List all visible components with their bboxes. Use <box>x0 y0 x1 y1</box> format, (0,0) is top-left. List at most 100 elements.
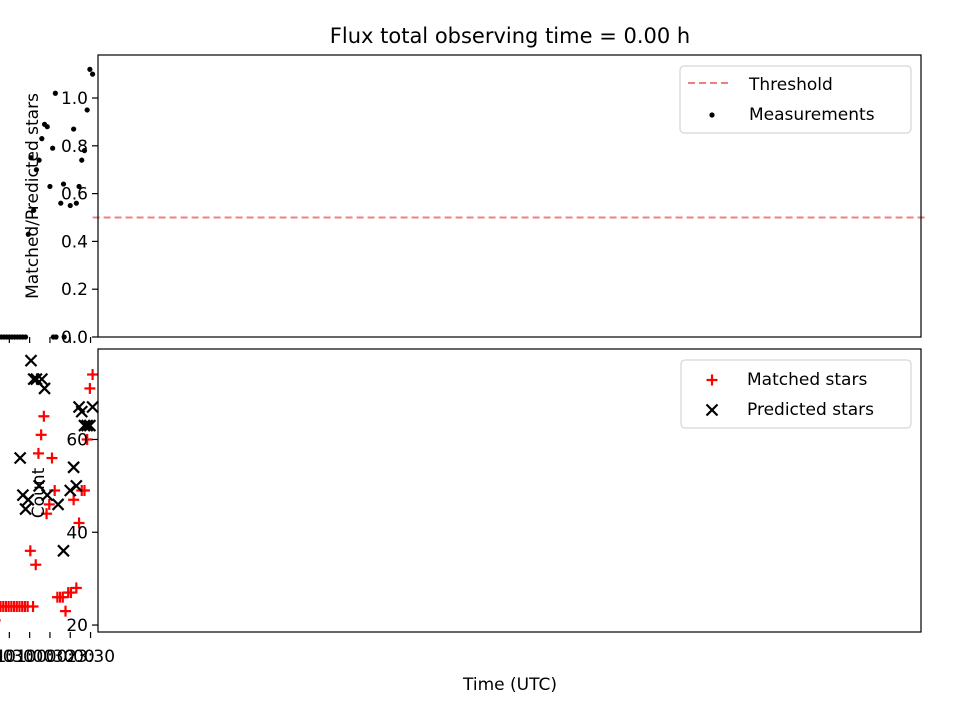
measurement-point <box>73 200 79 206</box>
predicted-point-b <box>72 400 86 414</box>
predicted-point-b <box>51 498 65 511</box>
predicted-point <box>27 372 40 386</box>
x-tick-label: 01:30 <box>0 647 34 667</box>
top-y-tick-label: 0.4 <box>61 232 88 252</box>
x-tick-label: 00:30 <box>25 647 74 667</box>
predicted-point-b <box>30 372 43 386</box>
matched-legend-marker <box>706 374 718 386</box>
measurement-point <box>81 147 88 154</box>
predicted-point <box>80 419 94 432</box>
matched-point <box>51 591 63 603</box>
measurement-point <box>76 183 82 190</box>
predicted-point-b <box>83 419 97 432</box>
measurement-point <box>60 181 67 187</box>
predicted-legend-label: Predicted stars <box>747 400 874 420</box>
predicted-point <box>51 498 65 511</box>
predicted-point-b <box>32 479 46 493</box>
measurement-point <box>36 157 42 163</box>
measurement-point <box>0 334 2 340</box>
measurement-point <box>50 145 56 151</box>
matched-point <box>68 494 80 506</box>
matched-point <box>84 382 96 394</box>
predicted-point <box>63 484 77 497</box>
predicted-point-b <box>63 484 77 497</box>
predicted-point-b <box>27 372 40 386</box>
measurement-point <box>28 155 34 161</box>
matched-point <box>41 508 53 520</box>
measurement-point <box>87 66 93 72</box>
predicted-point <box>24 354 38 367</box>
predicted-legend-glyph-b <box>705 403 719 417</box>
x-tick-label: 00:00 <box>46 647 95 667</box>
predicted-point <box>72 400 86 414</box>
predicted-point <box>57 544 70 558</box>
predicted-point <box>13 451 27 465</box>
bottom-plot-marks <box>0 354 99 622</box>
predicted-point-b <box>16 488 30 502</box>
top-axes: 0.0 0.2 0.4 0.6 0.8 1.0 Matched/Predicted sta… <box>0 54 927 348</box>
measurements-legend-marker <box>709 112 715 118</box>
predicted-point-b <box>67 461 80 474</box>
top-y-tick-label: 0.2 <box>61 280 88 300</box>
measurement-point <box>61 334 67 340</box>
x-tick-label: 23:30 <box>66 647 115 667</box>
bottom-y-tick-label: 20 <box>66 616 88 636</box>
top-legend: Threshold Measurements <box>679 65 912 134</box>
top-y-tick-label: 0.8 <box>61 137 88 157</box>
top-y-axis-label: Matched/Predicted stars <box>23 93 43 299</box>
top-y-ticks: 0.0 0.2 0.4 0.6 0.8 1.0 <box>61 89 98 348</box>
matched-point <box>43 498 55 510</box>
measurement-point <box>39 136 45 142</box>
top-plot-marks <box>0 66 927 340</box>
chart-title: Flux total observing time = 0.00 h <box>330 24 690 48</box>
predicted-point <box>32 479 46 493</box>
matched-point <box>60 605 72 617</box>
matched-legend-glyph <box>706 374 718 386</box>
measurement-point <box>58 200 64 206</box>
bottom-y-axis-label: Count <box>29 467 49 518</box>
measurements-legend-label: Measurements <box>749 105 875 125</box>
predicted-point-b <box>38 382 51 395</box>
measurement-point <box>79 157 85 163</box>
matched-point <box>38 410 50 422</box>
matched-point <box>81 433 93 445</box>
predicted-point <box>86 400 99 414</box>
predicted-point-b <box>80 419 94 432</box>
measurement-point <box>52 90 58 96</box>
bottom-axes-frame <box>97 348 922 633</box>
predicted-point-b <box>57 544 70 558</box>
predicted-point-b <box>24 354 38 367</box>
matched-point <box>32 447 44 459</box>
predicted-point <box>78 419 91 432</box>
predicted-point-b <box>75 405 89 418</box>
predicted-point-b <box>19 502 32 516</box>
predicted-point-b <box>40 488 54 502</box>
matched-point <box>0 619 1 622</box>
predicted-point <box>67 461 80 474</box>
threshold-legend-label: Threshold <box>748 75 833 95</box>
predicted-point-b <box>13 451 27 465</box>
matched-point <box>87 369 99 381</box>
matched-point <box>24 545 36 557</box>
measurement-point <box>89 71 96 77</box>
predicted-point <box>16 488 30 502</box>
measurement-point <box>67 202 73 209</box>
measurement-point <box>25 231 31 237</box>
bottom-axes: 20 40 60 23:3000:0000:3001:0001:3002:0002:… <box>0 348 922 695</box>
matched-point <box>73 517 85 529</box>
measurement-point <box>84 107 90 113</box>
predicted-point <box>19 502 32 516</box>
measurement-point <box>0 334 4 340</box>
bottom-legend-box <box>680 359 912 429</box>
measurement-point <box>50 334 56 340</box>
measurement-point <box>31 207 37 213</box>
top-x-ticks <box>8 337 92 343</box>
measurement-point <box>47 183 53 190</box>
matched-point <box>0 605 4 608</box>
matched-point <box>30 559 42 571</box>
top-y-tick-label: 0.0 <box>61 328 88 348</box>
predicted-point <box>30 372 43 386</box>
predicted-legend-glyph <box>705 403 719 417</box>
top-y-tick-label: 1.0 <box>61 89 88 109</box>
